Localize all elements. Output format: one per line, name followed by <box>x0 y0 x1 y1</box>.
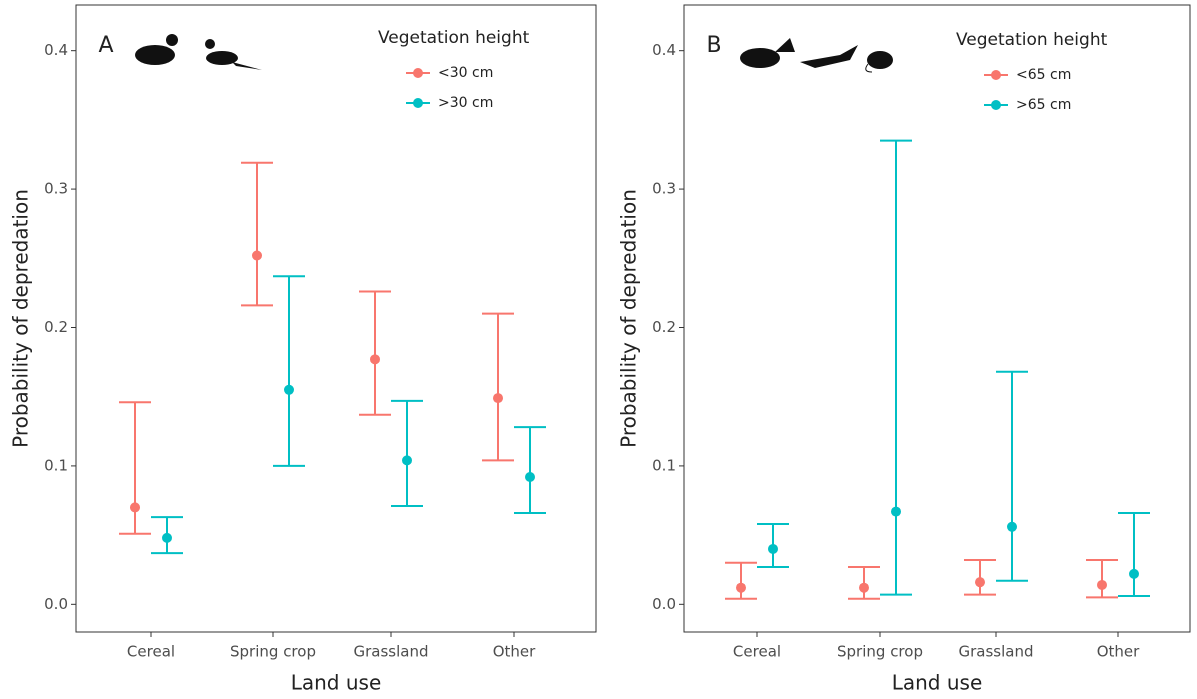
point <box>1129 568 1139 579</box>
point <box>162 532 172 543</box>
x-axis-title: Land use <box>892 671 983 695</box>
point <box>1097 579 1107 590</box>
legend-label: <30 cm <box>438 65 493 81</box>
legend-title: Vegetation height <box>378 28 530 48</box>
error-bar <box>725 561 757 600</box>
x-tick-label: Other <box>1097 643 1140 661</box>
point <box>736 582 746 593</box>
point <box>768 543 778 554</box>
legend-key-point <box>413 68 423 78</box>
error-bar <box>241 161 273 307</box>
x-axis-title: Land use <box>291 671 382 695</box>
y-tick-label: 0.0 <box>44 595 68 613</box>
y-tick-label: 0.4 <box>44 41 68 59</box>
point <box>975 577 985 588</box>
error-bar <box>359 290 391 416</box>
legend-label: >30 cm <box>438 95 493 111</box>
error-bar <box>514 426 546 514</box>
y-axis-title: Probability of depredation <box>617 189 641 448</box>
y-tick-label: 0.0 <box>652 595 676 613</box>
y-tick-label: 0.1 <box>652 456 676 474</box>
x-tick-label: Cereal <box>733 643 781 661</box>
y-tick-label: 0.4 <box>652 41 676 59</box>
point <box>284 384 294 395</box>
x-tick-label: Grassland <box>959 643 1034 661</box>
point <box>891 506 901 517</box>
y-tick-label: 0.1 <box>44 456 68 474</box>
error-bar <box>1118 511 1150 598</box>
panel-label: B <box>706 33 721 58</box>
error-bar <box>482 312 514 462</box>
legend-label: >65 cm <box>1016 97 1071 113</box>
legend-key-point <box>991 100 1001 110</box>
x-tick-label: Spring crop <box>837 643 923 661</box>
point <box>859 582 869 593</box>
y-tick-label: 0.2 <box>652 318 676 336</box>
y-tick-label: 0.2 <box>44 318 68 336</box>
legend-key-point <box>413 98 423 108</box>
panel-label: A <box>98 33 113 58</box>
point <box>1007 521 1017 532</box>
error-bar <box>119 401 151 535</box>
plot-frame <box>75 4 597 633</box>
x-tick-label: Grassland <box>354 643 429 661</box>
point <box>130 502 140 513</box>
y-tick-label: 0.3 <box>652 180 676 198</box>
error-bar <box>1086 559 1118 599</box>
x-tick-label: Cereal <box>127 643 175 661</box>
legend-key-point <box>991 70 1001 80</box>
error-bar <box>391 399 423 508</box>
legend-label: <65 cm <box>1016 67 1071 83</box>
y-tick-label: 0.3 <box>44 180 68 198</box>
error-bar <box>273 275 305 467</box>
point <box>370 354 380 365</box>
legend-title: Vegetation height <box>956 30 1108 50</box>
animal-icons <box>135 34 893 73</box>
x-tick-label: Other <box>493 643 536 661</box>
error-bar <box>996 370 1028 582</box>
point <box>402 455 412 466</box>
point <box>525 471 535 482</box>
point <box>252 250 262 261</box>
plot-frame <box>683 4 1191 633</box>
x-tick-label: Spring crop <box>230 643 316 661</box>
error-bar <box>880 139 912 596</box>
y-axis-title: Probability of depredation <box>9 189 33 448</box>
point <box>493 393 503 404</box>
